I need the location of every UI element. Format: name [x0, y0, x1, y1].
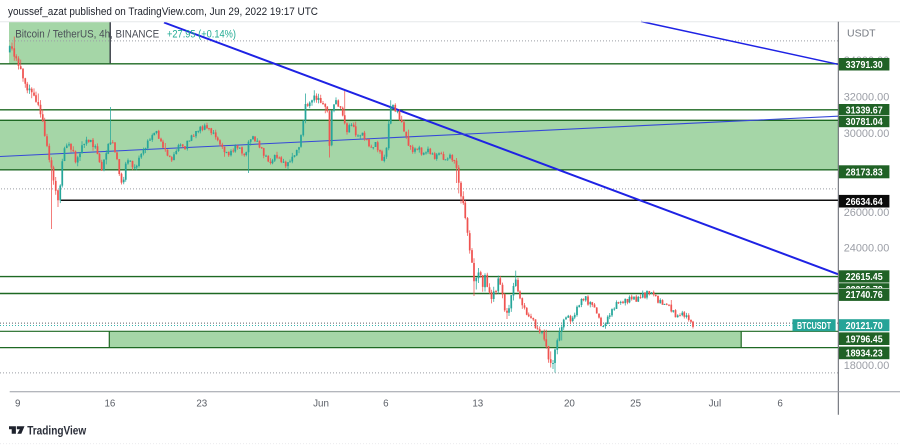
- svg-text:+27.95 (+0.14%): +27.95 (+0.14%): [167, 29, 236, 41]
- svg-text:18934.23: 18934.23: [846, 349, 883, 360]
- svg-text:21740.76: 21740.76: [846, 290, 883, 301]
- svg-text:26000.00: 26000.00: [844, 207, 890, 219]
- svg-text:20121.70: 20121.70: [846, 321, 883, 332]
- svg-text:youssef_azat published on Trad: youssef_azat published on TradingView.co…: [8, 6, 318, 18]
- svg-text:28173.83: 28173.83: [846, 167, 883, 178]
- svg-text:30781.04: 30781.04: [846, 117, 883, 128]
- svg-text:6: 6: [383, 399, 389, 410]
- svg-text:13: 13: [472, 399, 483, 410]
- svg-text:19796.45: 19796.45: [846, 334, 883, 345]
- svg-text:USDT: USDT: [847, 28, 876, 40]
- svg-text:BTCUSDT: BTCUSDT: [797, 321, 831, 332]
- svg-text:Jun: Jun: [313, 399, 329, 410]
- svg-text:26634.64: 26634.64: [846, 197, 883, 208]
- svg-text:22356.78: 22356.78: [846, 285, 883, 296]
- svg-text:TradingView: TradingView: [27, 423, 87, 437]
- svg-text:31339.67: 31339.67: [846, 105, 883, 116]
- svg-text:Bitcoin / TetherUS, 4h, BINANC: Bitcoin / TetherUS, 4h, BINANCE: [15, 29, 159, 41]
- svg-text:32000.00: 32000.00: [844, 91, 890, 103]
- svg-text:6: 6: [777, 399, 783, 410]
- svg-text:33791.30: 33791.30: [846, 60, 883, 71]
- svg-text:22615.45: 22615.45: [846, 272, 883, 283]
- svg-text:20: 20: [564, 399, 575, 410]
- svg-text:24000.00: 24000.00: [844, 243, 890, 255]
- svg-text:23: 23: [196, 399, 207, 410]
- svg-text:25: 25: [630, 399, 641, 410]
- svg-text:18000.00: 18000.00: [844, 360, 890, 372]
- svg-text:9: 9: [15, 399, 20, 410]
- svg-text:16: 16: [104, 399, 115, 410]
- svg-text:Jul: Jul: [709, 399, 722, 410]
- svg-text:30000.00: 30000.00: [844, 128, 890, 140]
